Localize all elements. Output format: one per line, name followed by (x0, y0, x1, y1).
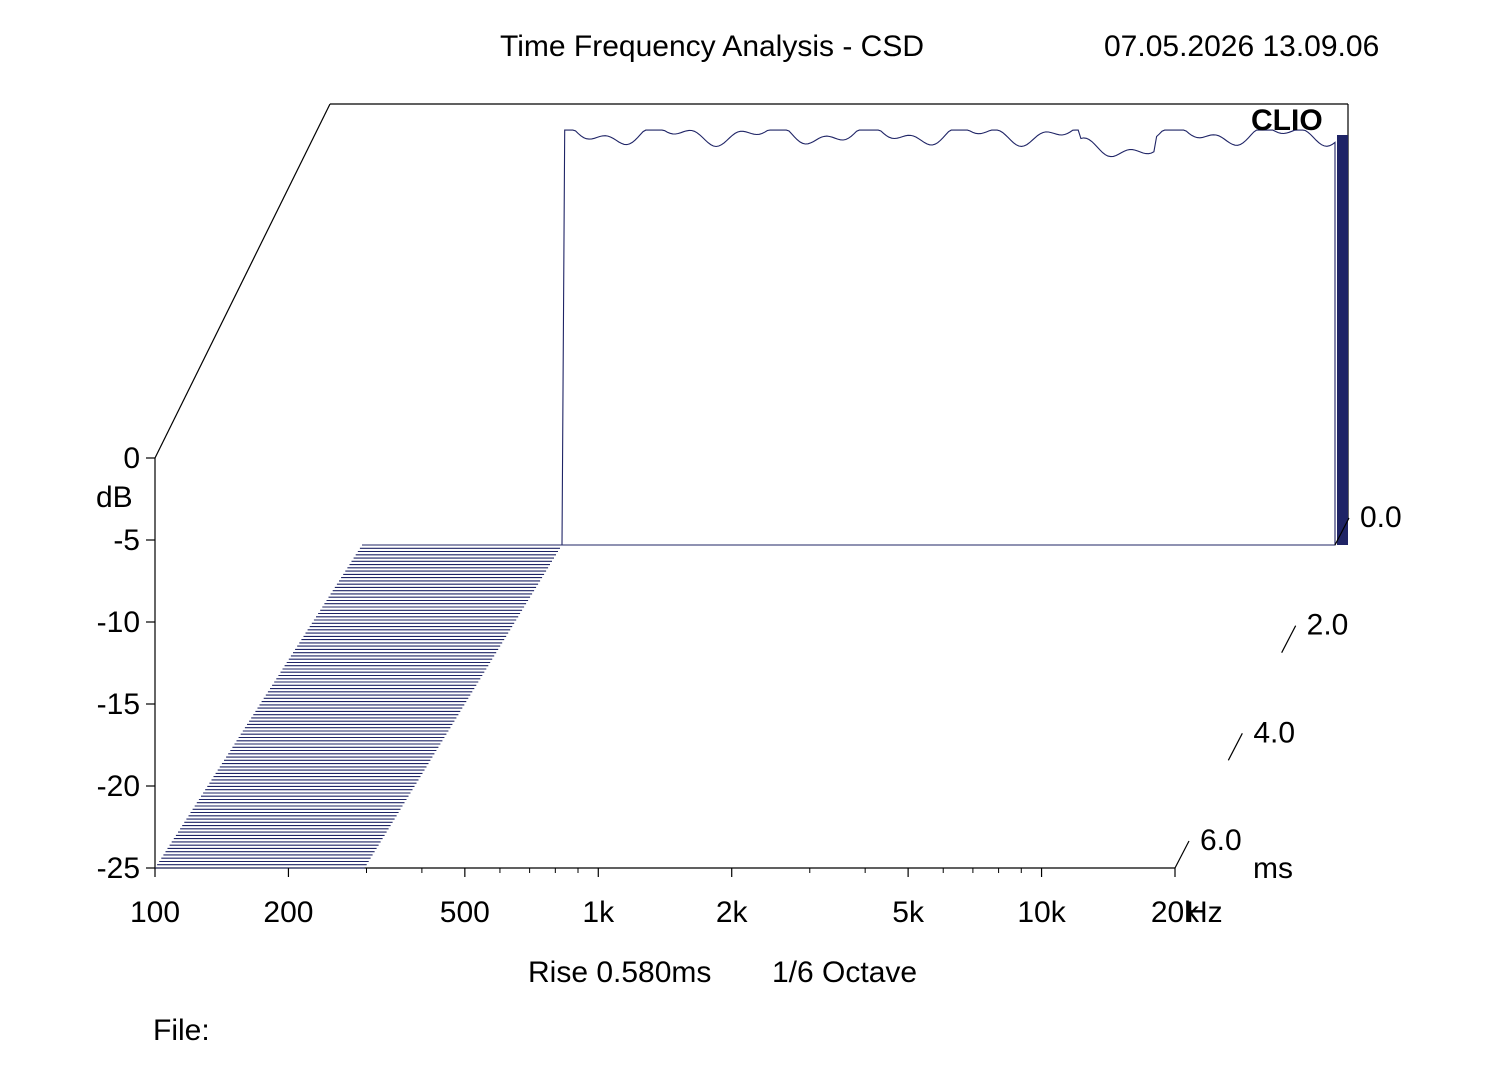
x-tick-label-3: 1k (582, 896, 615, 929)
z-tick-1 (1281, 625, 1297, 653)
rise-label: Rise 0.580ms (528, 956, 711, 989)
z-tick-label-2: 4.0 (1253, 716, 1295, 749)
x-tick-label-0: 100 (130, 896, 180, 929)
x-tick-label-5: 5k (892, 896, 925, 929)
z-tick-label-1: 2.0 (1307, 609, 1349, 642)
y-tick-label-5: -25 (97, 852, 140, 885)
slice-0 (362, 129, 1336, 546)
z-tick-label-0: 0.0 (1360, 501, 1402, 534)
x-tick-label-4: 2k (716, 896, 749, 929)
y-tick-label-3: -15 (97, 688, 140, 721)
x-tick-label-7: 20k (1151, 896, 1200, 929)
y-axis-unit: dB (96, 481, 133, 514)
x-tick-label-6: 10k (1017, 896, 1066, 929)
z-tick-label-3: 6.0 (1200, 824, 1242, 857)
frame-diagonal (154, 103, 331, 459)
y-axis-ticks: 0 -5 -10 -15 -20 -25 (97, 442, 155, 885)
smoothing-label: 1/6 Octave (772, 956, 917, 989)
y-tick-label-1: -5 (113, 524, 140, 557)
x-axis-ticks: 100 200 500 1k 2k 5k 10k 20k (130, 868, 1200, 929)
z-axis-ticks: 0.0 2.0 4.0 6.0 (1174, 501, 1402, 869)
z-tick-2 (1227, 733, 1243, 761)
z-tick-3 (1174, 840, 1190, 869)
chart-title: Time Frequency Analysis - CSD (500, 30, 924, 63)
right-edge-fill (1337, 135, 1348, 545)
x-axis-unit: Hz (1186, 896, 1223, 929)
y-tick-label-4: -20 (97, 770, 140, 803)
z-axis-unit: ms (1253, 852, 1293, 885)
x-tick-label-2: 500 (440, 896, 490, 929)
z-tick-0 (1334, 517, 1350, 546)
clio-logo: CLIO (1251, 104, 1323, 137)
right-edge-wall (1337, 135, 1348, 545)
y-tick-label-0: 0 (123, 442, 140, 475)
waterfall-slices (155, 129, 1336, 869)
y-tick-label-2: -10 (97, 606, 140, 639)
file-label: File: (153, 1014, 210, 1047)
x-tick-label-1: 200 (263, 896, 313, 929)
timestamp: 07.05.2026 13.09.06 (1104, 30, 1379, 63)
